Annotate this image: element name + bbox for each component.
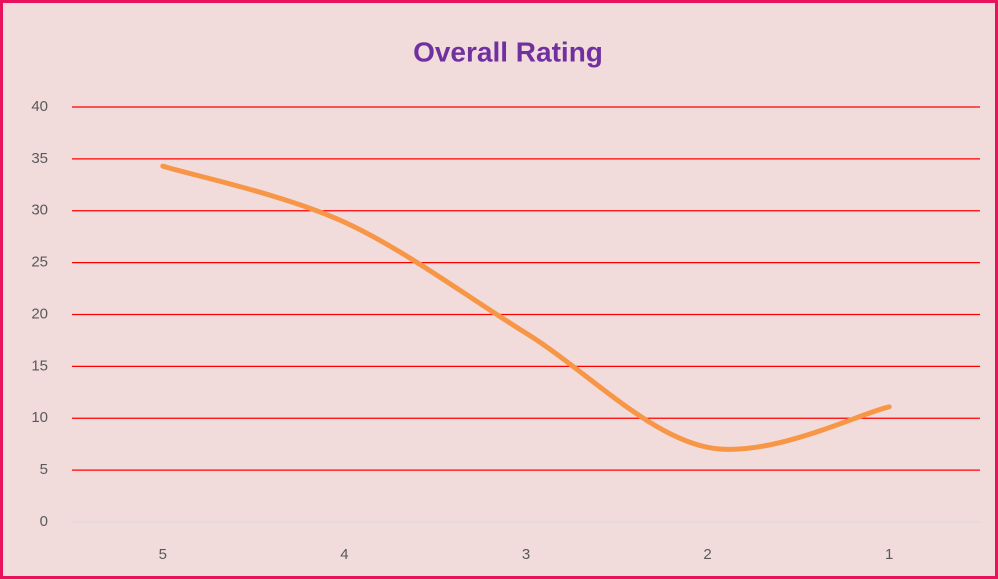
- x-tick-label: 2: [703, 546, 711, 563]
- y-tick-label: 30: [31, 202, 48, 219]
- x-tick-label: 5: [159, 546, 167, 563]
- y-tick-label: 0: [40, 513, 48, 530]
- y-tick-label: 20: [31, 305, 48, 322]
- y-tick-label: 15: [31, 357, 48, 374]
- y-tick-label: 10: [31, 409, 48, 426]
- line-series: [160, 163, 892, 452]
- x-tick-label: 3: [522, 546, 530, 563]
- chart-title: Overall Rating: [413, 36, 603, 67]
- y-tick-label: 25: [31, 254, 48, 271]
- x-tick-label: 4: [340, 546, 348, 563]
- y-tick-label: 5: [40, 461, 48, 478]
- y-tick-label: 40: [31, 98, 48, 115]
- y-tick-label: 35: [31, 150, 48, 167]
- x-tick-label: 1: [885, 546, 893, 563]
